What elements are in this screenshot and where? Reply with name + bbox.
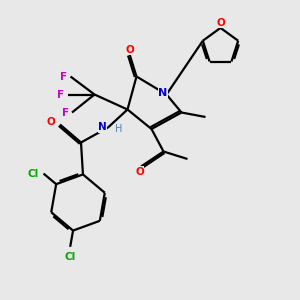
- Text: F: F: [57, 89, 64, 100]
- Text: N: N: [158, 88, 167, 98]
- Text: Cl: Cl: [28, 169, 39, 178]
- Text: O: O: [135, 167, 144, 177]
- Text: H: H: [115, 124, 122, 134]
- Text: O: O: [125, 45, 134, 55]
- Text: O: O: [47, 116, 56, 127]
- Text: F: F: [62, 107, 69, 118]
- Text: F: F: [60, 71, 68, 82]
- Text: Cl: Cl: [64, 252, 76, 262]
- Text: N: N: [98, 122, 106, 133]
- Text: O: O: [216, 17, 225, 28]
